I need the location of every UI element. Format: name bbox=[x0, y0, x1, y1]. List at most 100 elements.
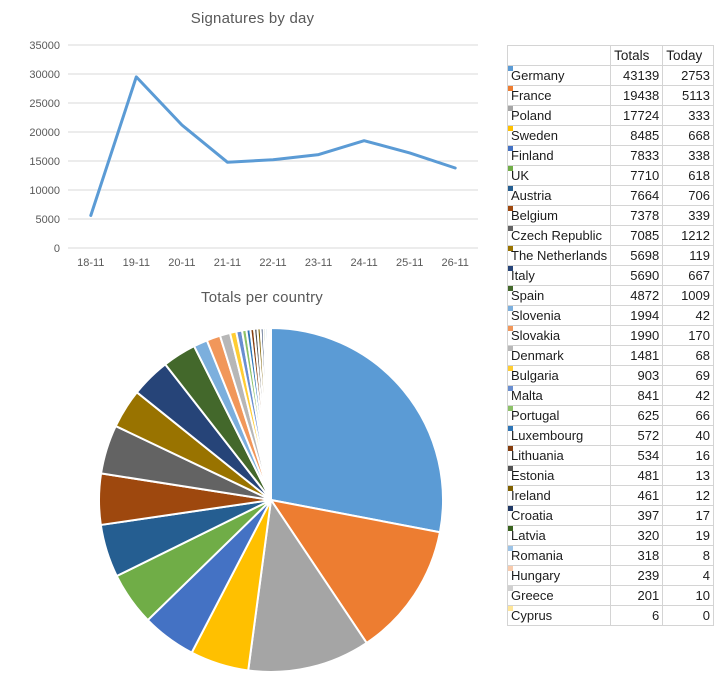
col-header-today[interactable]: Today bbox=[662, 45, 714, 66]
cell-country[interactable]: Sweden bbox=[506, 125, 612, 146]
cell-today[interactable]: 69 bbox=[662, 365, 714, 386]
cell-country[interactable]: Cyprus bbox=[506, 605, 612, 626]
cell-total[interactable]: 7378 bbox=[610, 205, 664, 226]
cell-total[interactable]: 239 bbox=[610, 565, 664, 586]
cell-country[interactable]: Spain bbox=[506, 285, 612, 306]
cell-today[interactable]: 19 bbox=[662, 525, 714, 546]
cell-total[interactable]: 841 bbox=[610, 385, 664, 406]
cell-total[interactable]: 481 bbox=[610, 465, 664, 486]
cell-today[interactable]: 66 bbox=[662, 405, 714, 426]
cell-today[interactable]: 338 bbox=[662, 145, 714, 166]
cell-today[interactable]: 333 bbox=[662, 105, 714, 126]
cell-today[interactable]: 2753 bbox=[662, 65, 714, 86]
cell-today[interactable]: 42 bbox=[662, 305, 714, 326]
line-chart-signatures-by-day[interactable]: 0 5000 10000 15000 20000 25000 30000 35000 18-11… bbox=[0, 0, 500, 285]
cell-total[interactable]: 17724 bbox=[610, 105, 664, 126]
pie-slice-poland[interactable] bbox=[247, 499, 368, 673]
cell-today[interactable]: 17 bbox=[662, 505, 714, 526]
legend-marker-hungary bbox=[508, 566, 513, 571]
cell-total[interactable]: 461 bbox=[610, 485, 664, 506]
cell-total[interactable]: 5698 bbox=[610, 245, 664, 266]
pie-chart-totals-per-country[interactable] bbox=[95, 324, 451, 680]
cell-country[interactable]: Lithuania bbox=[506, 445, 612, 466]
cell-today[interactable]: 12 bbox=[662, 485, 714, 506]
cell-country[interactable]: Latvia bbox=[506, 525, 612, 546]
cell-today[interactable]: 42 bbox=[662, 385, 714, 406]
cell-total[interactable]: 7710 bbox=[610, 165, 664, 186]
cell-country[interactable]: France bbox=[506, 85, 612, 106]
col-header-totals[interactable]: Totals bbox=[610, 45, 664, 66]
cell-country[interactable]: Czech Republic bbox=[506, 225, 612, 246]
cell-total[interactable]: 318 bbox=[610, 545, 664, 566]
cell-country[interactable]: Belgium bbox=[506, 205, 612, 226]
cell-country[interactable]: Slovenia bbox=[506, 305, 612, 326]
cell-today[interactable]: 618 bbox=[662, 165, 714, 186]
cell-country[interactable]: Slovakia bbox=[506, 325, 612, 346]
cell-total[interactable]: 320 bbox=[610, 525, 664, 546]
signatures-line-series bbox=[89, 75, 457, 217]
cell-today[interactable]: 4 bbox=[662, 565, 714, 586]
cell-total[interactable]: 4872 bbox=[610, 285, 664, 306]
cell-country[interactable]: UK bbox=[506, 165, 612, 186]
cell-country[interactable]: Romania bbox=[506, 545, 612, 566]
cell-country[interactable]: Finland bbox=[506, 145, 612, 166]
cell-total[interactable]: 572 bbox=[610, 425, 664, 446]
cell-total[interactable]: 8485 bbox=[610, 125, 664, 146]
cell-total[interactable]: 397 bbox=[610, 505, 664, 526]
cell-today[interactable]: 40 bbox=[662, 425, 714, 446]
cell-country[interactable]: Poland bbox=[506, 105, 612, 126]
cell-today[interactable]: 706 bbox=[662, 185, 714, 206]
cell-total[interactable]: 43139 bbox=[610, 65, 664, 86]
pie-slice-france[interactable] bbox=[270, 499, 441, 644]
cell-total[interactable]: 903 bbox=[610, 365, 664, 386]
cell-country[interactable]: Bulgaria bbox=[506, 365, 612, 386]
cell-total[interactable]: 5690 bbox=[610, 265, 664, 286]
cell-total[interactable]: 201 bbox=[610, 585, 664, 606]
cell-country[interactable]: Malta bbox=[506, 385, 612, 406]
cell-today[interactable]: 667 bbox=[662, 265, 714, 286]
legend-marker-bulgaria bbox=[508, 366, 513, 371]
cell-today[interactable]: 5113 bbox=[662, 85, 714, 106]
cell-country[interactable]: Luxembourg bbox=[506, 425, 612, 446]
col-header-country[interactable] bbox=[506, 45, 612, 66]
cell-today[interactable]: 668 bbox=[662, 125, 714, 146]
cell-today[interactable]: 1009 bbox=[662, 285, 714, 306]
cell-today[interactable]: 339 bbox=[662, 205, 714, 226]
legend-marker-greece bbox=[508, 586, 513, 591]
cell-today[interactable]: 119 bbox=[662, 245, 714, 266]
cell-today[interactable]: 16 bbox=[662, 445, 714, 466]
cell-today[interactable]: 10 bbox=[662, 585, 714, 606]
cell-country[interactable]: Portugal bbox=[506, 405, 612, 426]
cell-today[interactable]: 8 bbox=[662, 545, 714, 566]
cell-total[interactable]: 1481 bbox=[610, 345, 664, 366]
cell-total[interactable]: 7664 bbox=[610, 185, 664, 206]
cell-country[interactable]: Ireland bbox=[506, 485, 612, 506]
table-row-finland: Finland 7833 338 bbox=[506, 145, 714, 166]
cell-total[interactable]: 625 bbox=[610, 405, 664, 426]
cell-country[interactable]: The Netherlands bbox=[506, 245, 612, 266]
cell-country[interactable]: Greece bbox=[506, 585, 612, 606]
cell-country[interactable]: Denmark bbox=[506, 345, 612, 366]
cell-total[interactable]: 19438 bbox=[610, 85, 664, 106]
cell-today[interactable]: 0 bbox=[662, 605, 714, 626]
cell-total[interactable]: 6 bbox=[610, 605, 664, 626]
legend-marker-finland bbox=[508, 146, 513, 151]
country-label: Poland bbox=[511, 108, 552, 123]
cell-country[interactable]: Croatia bbox=[506, 505, 612, 526]
cell-today[interactable]: 13 bbox=[662, 465, 714, 486]
cell-today[interactable]: 170 bbox=[662, 325, 714, 346]
cell-total[interactable]: 534 bbox=[610, 445, 664, 466]
cell-total[interactable]: 7085 bbox=[610, 225, 664, 246]
pie-slice-germany[interactable] bbox=[270, 327, 445, 534]
cell-today[interactable]: 1212 bbox=[662, 225, 714, 246]
cell-country[interactable]: Hungary bbox=[506, 565, 612, 586]
cell-country[interactable]: Austria bbox=[506, 185, 612, 206]
cell-today[interactable]: 68 bbox=[662, 345, 714, 366]
cell-total[interactable]: 1990 bbox=[610, 325, 664, 346]
cell-country[interactable]: Germany bbox=[506, 65, 612, 86]
cell-total[interactable]: 1994 bbox=[610, 305, 664, 326]
country-label: Latvia bbox=[511, 528, 546, 543]
cell-country[interactable]: Italy bbox=[506, 265, 612, 286]
cell-country[interactable]: Estonia bbox=[506, 465, 612, 486]
cell-total[interactable]: 7833 bbox=[610, 145, 664, 166]
